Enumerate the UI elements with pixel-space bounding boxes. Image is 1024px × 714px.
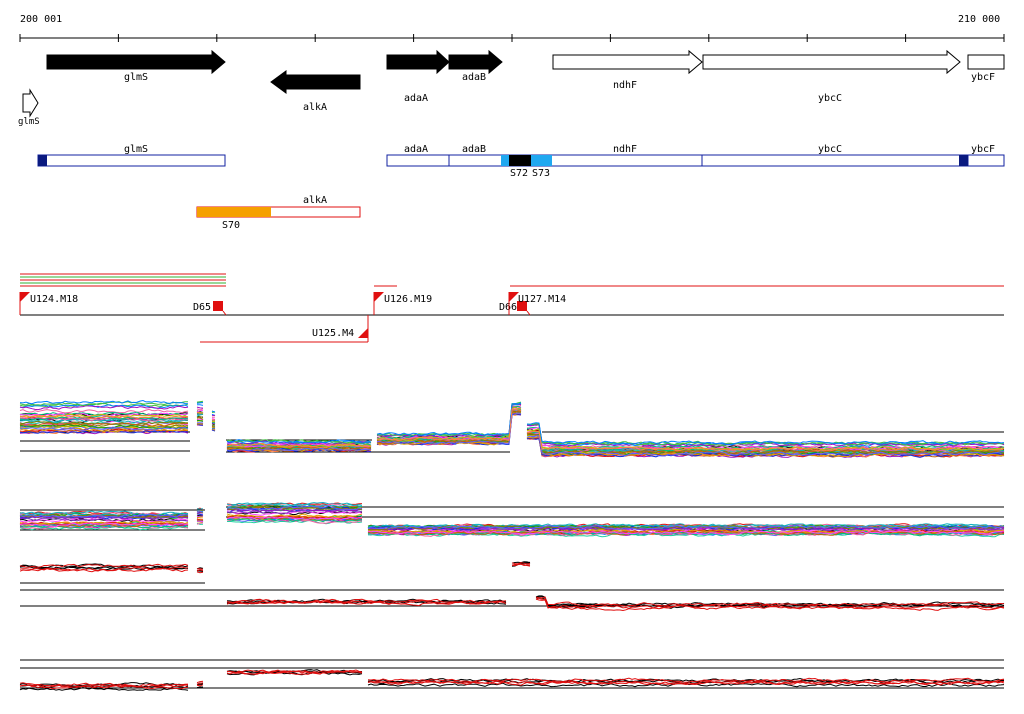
- expression-trace: [19, 669, 1005, 687]
- axis-end-label: 210 000: [958, 14, 1000, 25]
- transcript-label: alkA: [303, 195, 327, 206]
- expression-trace: [19, 670, 1005, 689]
- expression-trace: [19, 519, 1005, 538]
- transcript-label: ybcF: [971, 144, 995, 155]
- expression-trace: [19, 670, 1005, 690]
- gene-adaa[interactable]: adaA: [386, 49, 450, 104]
- gene-label: alkA: [303, 102, 327, 113]
- expression-trace: [19, 410, 1005, 456]
- expression-trace: [19, 407, 1005, 450]
- expression-trace: [19, 513, 1005, 535]
- expression-trace: [19, 412, 1005, 458]
- gene-alka[interactable]: alkA: [270, 70, 361, 113]
- reverse-transcript-track: alkA S70: [196, 195, 361, 231]
- expression-trace: [19, 399, 1005, 446]
- expression-panel-forward-all: [19, 399, 1005, 458]
- segment-label: U126.M19: [384, 294, 432, 305]
- segment-d65[interactable]: D65: [193, 301, 227, 316]
- axis-ticks: [19, 34, 1005, 42]
- forward-transcript-track: glmS adaA adaB ndhF ybcC ybcF S72 S73: [37, 144, 1005, 179]
- gene-label: adaA: [404, 93, 428, 104]
- gene-track: glmS alkA adaA adaB ndhF ybcC ybcF glmS: [18, 49, 1005, 127]
- transcript-glms[interactable]: glmS: [37, 144, 226, 167]
- segment-label: U127.M14: [518, 294, 566, 305]
- gene-label: glmS: [18, 117, 40, 127]
- gene-ybcf[interactable]: ybcF: [967, 54, 1005, 83]
- gene-ndhf[interactable]: ndhF: [552, 49, 703, 91]
- gene-ybcc[interactable]: ybcC: [702, 49, 961, 104]
- transcript-block-adaa-ybcf[interactable]: adaA adaB ndhF ybcC ybcF: [386, 144, 1005, 167]
- expression-trace: [19, 412, 1005, 457]
- expression-trace: [19, 508, 1005, 531]
- feature-label-s72: S72: [510, 168, 528, 179]
- segment-label: U124.M18: [30, 294, 78, 305]
- segment-label: D66: [499, 302, 517, 313]
- transcript-label: adaB: [462, 144, 486, 155]
- expression-panel-reverse-selected: [19, 659, 1005, 691]
- expression-trace: [19, 670, 1005, 689]
- expression-trace: [19, 408, 1005, 452]
- segment-d66[interactable]: D66: [499, 301, 531, 316]
- transcript-label: glmS: [124, 144, 148, 155]
- gene-label: ndhF: [613, 80, 637, 91]
- expression-trace: [19, 562, 1005, 607]
- expression-trace: [19, 501, 1005, 529]
- axis-start-label: 200 001: [20, 14, 62, 25]
- feature-label-s73: S73: [532, 168, 550, 179]
- expression-trace: [19, 508, 1005, 531]
- expression-trace: [19, 671, 1005, 691]
- transcript-label: ndhF: [613, 144, 637, 155]
- segment-u125-m4[interactable]: U125.M4: [312, 315, 369, 342]
- gene-label: adaB: [462, 72, 486, 83]
- gene-label: ybcC: [818, 93, 842, 104]
- expression-trace: [19, 402, 1005, 447]
- segment-u126-m19[interactable]: U126.M19: [373, 292, 432, 315]
- expression-trace: [19, 563, 1005, 610]
- expression-trace: [19, 510, 1005, 533]
- expression-trace: [19, 505, 1005, 531]
- gene-adab[interactable]: adaB: [448, 49, 503, 83]
- segment-label: D65: [193, 302, 211, 313]
- segment-u127-m14[interactable]: U127.M14: [508, 292, 566, 315]
- gene-label: glmS: [124, 72, 148, 83]
- feature-label-s70: S70: [222, 220, 240, 231]
- expression-trace: [19, 518, 1005, 537]
- transcript-label: ybcC: [818, 144, 842, 155]
- segment-u124-m18[interactable]: U124.M18: [19, 292, 78, 315]
- transcript-alka[interactable]: alkA: [196, 195, 361, 218]
- expression-trace: [19, 563, 1005, 612]
- expression-trace: [19, 516, 1005, 536]
- gene-glms[interactable]: glmS: [46, 49, 226, 83]
- segmentation-track: U124.M18 D65 U126.M19 D66 U127.M14 U125.…: [19, 273, 1004, 343]
- expression-panel-reverse-all: [19, 501, 1005, 538]
- coordinate-axis: 200 001 210 000: [19, 14, 1005, 42]
- expression-trace: [19, 516, 1005, 536]
- gene-glms-small[interactable]: glmS: [18, 88, 40, 127]
- expression-panel-forward-selected: [19, 561, 1005, 612]
- segment-label: U125.M4: [312, 328, 354, 339]
- gene-label: ybcF: [971, 72, 995, 83]
- transcript-label: adaA: [404, 144, 428, 155]
- expression-trace: [19, 561, 1005, 607]
